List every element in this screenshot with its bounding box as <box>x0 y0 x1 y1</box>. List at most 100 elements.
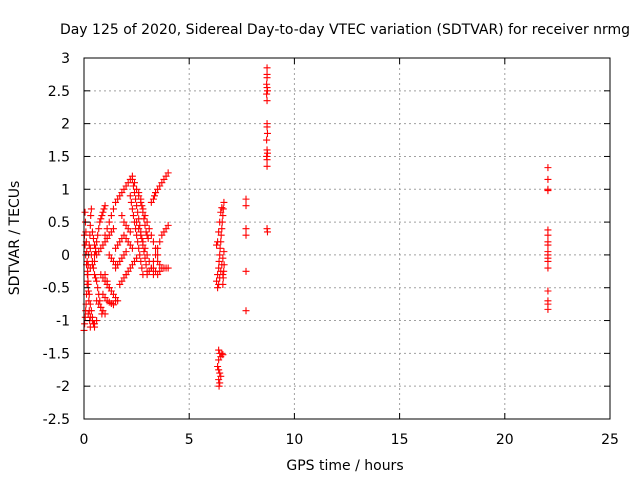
data-point <box>138 202 146 210</box>
data-point <box>96 218 104 226</box>
x-tick-label: 10 <box>285 432 303 448</box>
data-point <box>220 267 228 275</box>
data-point <box>122 248 130 256</box>
data-point <box>216 244 224 252</box>
data-point <box>101 202 109 210</box>
data-point <box>133 254 141 262</box>
data-point <box>218 204 226 212</box>
plot-frame <box>83 57 611 420</box>
data-point <box>89 235 97 242</box>
data-point <box>81 208 89 216</box>
data-point <box>109 301 117 309</box>
data-point <box>93 277 101 285</box>
data-point <box>91 241 99 249</box>
data-point <box>139 271 147 279</box>
data-point <box>544 305 552 313</box>
data-point <box>544 187 552 195</box>
y-tick-label: 2.5 <box>48 84 70 100</box>
data-point <box>144 235 152 242</box>
data-point <box>135 244 143 252</box>
x-tick-label: 15 <box>391 432 409 448</box>
data-point <box>101 310 109 318</box>
data-point <box>242 231 250 239</box>
data-point <box>215 356 223 364</box>
y-tick-label: 0.5 <box>48 215 70 231</box>
data-point <box>242 307 250 315</box>
data-point <box>103 225 111 233</box>
y-tick-label: 1 <box>61 182 70 198</box>
axis-ticks: -2.5 -2 -1.5 -1 -0.5 0 0.5 1 1.5 2 2.5 3 0 5 10 15 20 25 <box>43 51 619 448</box>
data-point <box>137 257 145 265</box>
data-point <box>242 202 250 210</box>
data-point <box>91 271 99 279</box>
data-point <box>87 205 95 213</box>
data-point <box>107 212 115 220</box>
data-point <box>154 244 162 252</box>
data-point <box>263 74 271 82</box>
data-point <box>126 192 134 200</box>
y-tick-label: 0 <box>61 248 70 264</box>
data-point <box>118 212 126 220</box>
data-point <box>164 169 172 177</box>
data-point <box>85 290 93 298</box>
data-point <box>84 287 92 295</box>
data-point <box>149 238 157 246</box>
data-point <box>218 349 226 357</box>
data-point <box>86 300 94 308</box>
data-point <box>213 241 221 249</box>
data-point <box>215 376 223 384</box>
data-point <box>122 271 130 279</box>
y-tick-label: 1.5 <box>48 149 70 165</box>
y-tick-label: 2 <box>61 117 70 133</box>
data-point <box>263 162 271 170</box>
data-point <box>152 189 160 197</box>
y-tick-label: -1 <box>56 314 70 330</box>
data-point <box>150 192 158 200</box>
data-point <box>216 218 224 226</box>
data-point <box>263 129 271 137</box>
data-point <box>544 264 552 272</box>
data-point <box>87 212 95 220</box>
data-point <box>101 231 109 239</box>
grid-lines <box>84 58 610 419</box>
data-point <box>215 346 223 354</box>
data-point <box>216 369 224 377</box>
data-point <box>219 280 227 288</box>
data-point <box>263 64 271 72</box>
data-point <box>544 231 552 239</box>
y-tick-label: -0.5 <box>43 281 70 297</box>
data-point <box>242 195 250 203</box>
data-point <box>152 251 160 259</box>
data-point <box>544 257 552 265</box>
x-tick-label: 0 <box>80 432 89 448</box>
data-point <box>140 248 148 256</box>
x-axis-label: GPS time / hours <box>286 458 403 474</box>
data-point <box>220 248 228 256</box>
data-point <box>216 251 224 259</box>
data-point <box>263 149 271 157</box>
data-point <box>544 175 552 183</box>
data-point <box>263 123 271 131</box>
data-point <box>84 280 92 288</box>
data-point <box>138 264 146 272</box>
y-tick-label: -2 <box>56 379 70 395</box>
data-point <box>263 136 271 144</box>
data-point <box>216 379 224 387</box>
data-point <box>85 297 93 305</box>
data-point <box>544 287 552 295</box>
data-point <box>128 205 136 213</box>
data-point <box>263 97 271 105</box>
data-point <box>217 208 225 216</box>
data-point <box>142 261 150 269</box>
data-point <box>138 235 146 242</box>
data-point <box>98 212 106 220</box>
data-point <box>136 251 144 259</box>
data-point <box>143 231 151 239</box>
data-point <box>156 238 164 246</box>
data-point <box>126 228 134 236</box>
x-tick-label: 20 <box>496 432 514 448</box>
data-point <box>219 271 227 279</box>
data-point <box>215 228 223 236</box>
data-point <box>141 221 149 229</box>
